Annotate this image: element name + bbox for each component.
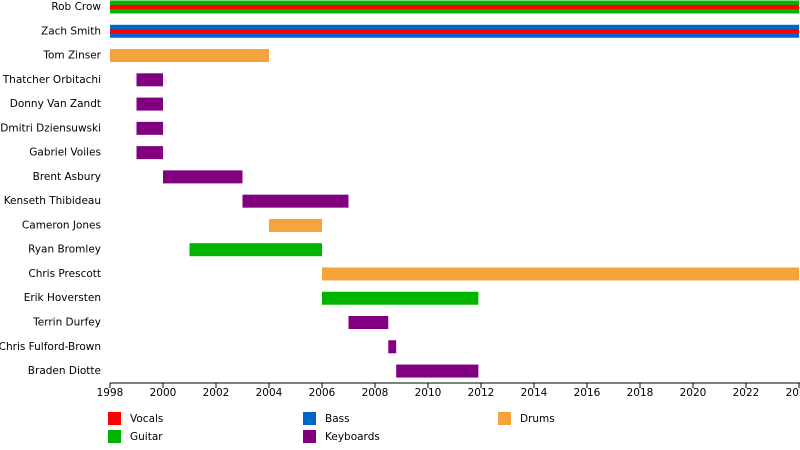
category-label: Ryan Bromley — [28, 244, 101, 256]
x-tick-label: 2020 — [680, 387, 707, 399]
bar — [163, 170, 243, 184]
category-label: Kenseth Thibideau — [4, 195, 101, 207]
bar — [136, 121, 163, 135]
category-label: Gabriel Voiles — [29, 147, 101, 159]
category-label: Brent Asbury — [33, 171, 101, 183]
legend-label: Vocals — [130, 413, 163, 425]
bar — [242, 194, 349, 208]
x-tick-label: 2006 — [309, 387, 336, 399]
x-tick-label: 2010 — [415, 387, 442, 399]
x-tick-label: 2002 — [203, 387, 230, 399]
x-tick-label: 2008 — [362, 387, 389, 399]
x-tick-label: 2016 — [574, 387, 601, 399]
category-label: Zach Smith — [41, 25, 101, 37]
bar — [136, 146, 163, 160]
category-label: Rob Crow — [51, 1, 101, 13]
category-label: Cameron Jones — [22, 219, 101, 231]
legend-swatch — [108, 430, 121, 443]
bar — [110, 29, 799, 34]
bar — [136, 73, 163, 87]
bar — [322, 291, 479, 305]
x-tick-label: 2014 — [521, 387, 548, 399]
bar — [110, 4, 799, 10]
legend-label: Guitar — [130, 431, 163, 443]
x-tick-label: 1998 — [97, 387, 124, 399]
x-tick-label: 2024 — [786, 387, 800, 399]
legend-label: Keyboards — [325, 431, 380, 443]
bar — [322, 267, 799, 281]
category-label: Donny Van Zandt — [10, 98, 101, 110]
category-label: Erik Hoversten — [24, 292, 101, 304]
bar — [269, 218, 322, 232]
bar — [189, 243, 322, 257]
bar — [388, 340, 397, 354]
legend-swatch — [108, 412, 121, 425]
x-tick-label: 2022 — [733, 387, 760, 399]
bar — [396, 364, 479, 378]
category-label: Braden Diotte — [28, 365, 101, 377]
legend-swatch — [303, 430, 316, 443]
legend-label: Drums — [520, 413, 555, 425]
x-tick-label: 2018 — [627, 387, 654, 399]
legend-label: Bass — [325, 413, 350, 425]
x-tick-label: 2004 — [256, 387, 283, 399]
category-label: Chris Prescott — [28, 268, 101, 280]
category-label: Terrin Durfey — [32, 317, 101, 329]
bar — [136, 97, 163, 111]
category-label: Dmitri Dziensuwski — [0, 122, 101, 134]
x-tick-label: 2000 — [150, 387, 177, 399]
bar — [110, 49, 269, 63]
category-label: Thatcher Orbitachi — [2, 74, 101, 86]
bar — [348, 316, 389, 330]
category-label: Chris Fulford-Brown — [0, 341, 101, 353]
x-tick-label: 2012 — [468, 387, 495, 399]
legend-swatch — [303, 412, 316, 425]
category-label: Tom Zinser — [42, 50, 101, 62]
legend-swatch — [498, 412, 511, 425]
